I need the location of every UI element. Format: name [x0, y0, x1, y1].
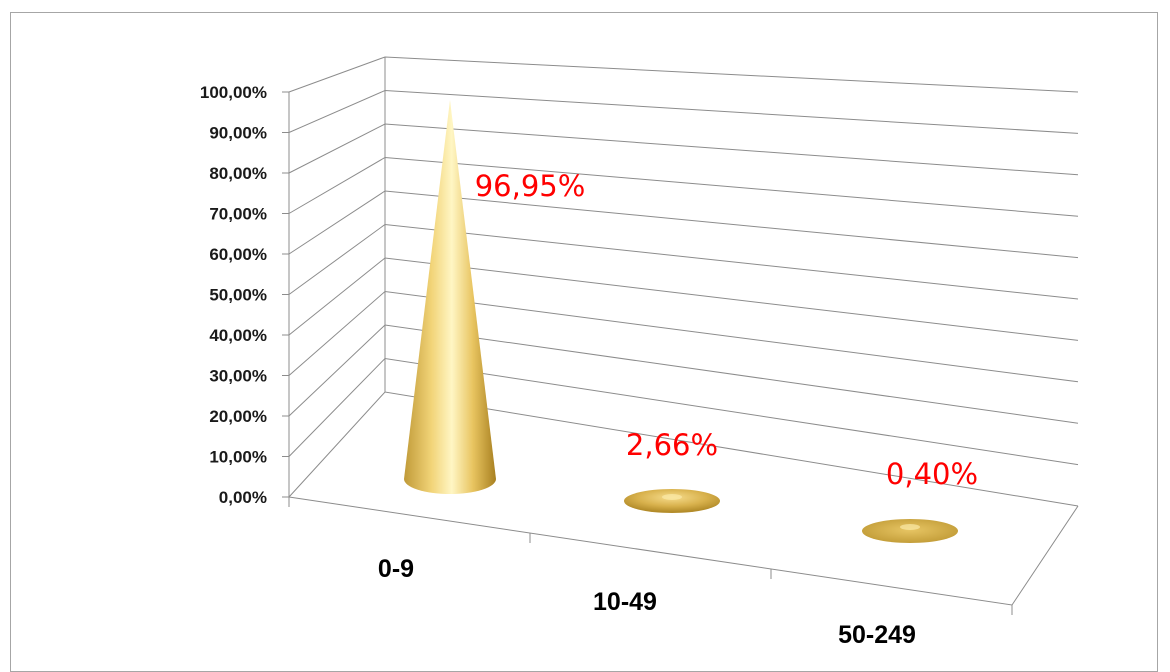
gridline	[288, 324, 1079, 424]
cone-bar	[404, 100, 496, 494]
cone-bar	[624, 489, 720, 513]
data-label: 96,95%	[475, 169, 586, 203]
y-tick-label: 40,00%	[209, 326, 267, 345]
data-label: 0,40%	[886, 457, 978, 491]
gridline	[288, 190, 1079, 259]
y-tick-label: 30,00%	[209, 367, 267, 386]
y-tick-label: 50,00%	[209, 286, 267, 305]
cone-tip-highlight	[662, 494, 682, 500]
y-tick-label: 70,00%	[209, 205, 267, 224]
cone-bar	[862, 519, 958, 543]
x-tick-label: 50-249	[838, 621, 916, 649]
y-axis-tick-labels: 0,00% 10,00% 20,00% 30,00% 40,00% 50,00% 60,00…	[200, 83, 267, 507]
y-tick-label: 10,00%	[209, 448, 267, 467]
cone-tip-highlight	[900, 524, 920, 530]
cone-marks	[404, 100, 958, 543]
y-tick-label: 20,00%	[209, 407, 267, 426]
floor-edge	[288, 496, 1079, 606]
y-tick-label: 0,00%	[219, 488, 267, 507]
gridline	[288, 89, 1079, 134]
x-tick-label: 10-49	[593, 588, 657, 616]
y-tick-label: 80,00%	[209, 164, 267, 183]
x-tick-label: 0-9	[378, 555, 414, 583]
y-tick-label: 60,00%	[209, 245, 267, 264]
x-axis-tick-labels: 0-9 10-49 50-249	[378, 555, 916, 649]
gridline	[288, 123, 1079, 176]
gridline	[288, 290, 1079, 383]
chart-frame	[10, 12, 1158, 672]
gridline	[288, 56, 1079, 93]
y-tick-label: 90,00%	[209, 124, 267, 143]
gridline	[288, 223, 1079, 300]
data-labels: 96,95% 2,66% 0,40%	[475, 169, 978, 491]
y-tick-label: 100,00%	[200, 83, 267, 102]
axis-layer	[282, 57, 1079, 615]
data-label: 2,66%	[626, 428, 718, 462]
